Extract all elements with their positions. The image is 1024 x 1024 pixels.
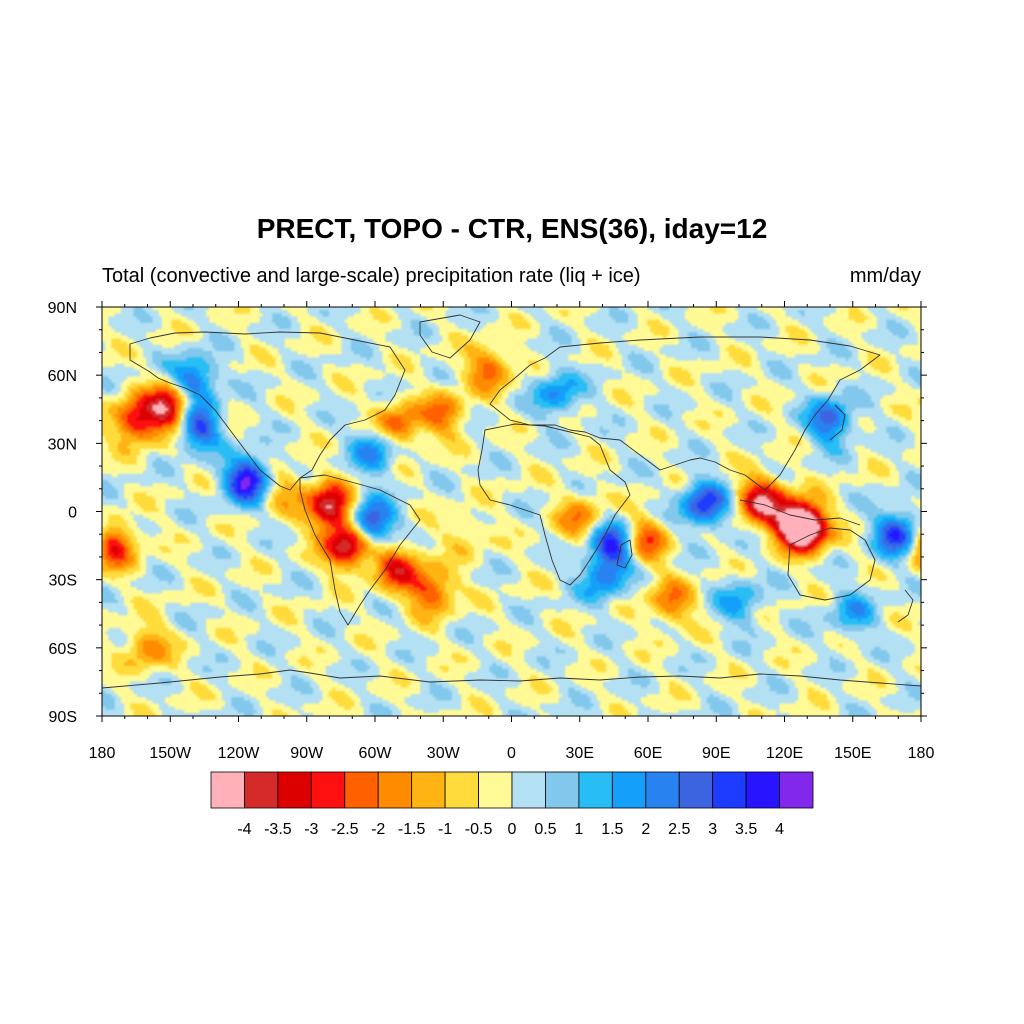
lat-tick-label: 60S xyxy=(49,641,77,658)
colorbar-tick-label: -3 xyxy=(304,821,318,838)
colorbar-swatch xyxy=(444,771,479,809)
colorbar xyxy=(210,771,814,809)
lat-tick-label: 90N xyxy=(48,300,77,317)
colorbar-swatch xyxy=(712,771,747,809)
coastline-africa xyxy=(477,423,631,586)
lat-tick-label: 90S xyxy=(49,709,77,726)
lon-tick-label: 60W xyxy=(359,745,393,762)
lat-tick-label: 60N xyxy=(48,368,77,385)
colorbar-swatch xyxy=(779,771,814,809)
coastline-south-america xyxy=(299,474,421,626)
colorbar-swatch xyxy=(210,771,245,809)
coastlines xyxy=(102,314,921,689)
coastline-new-zealand xyxy=(897,589,914,623)
chart-subtitle-left: Total (convective and large-scale) preci… xyxy=(102,265,641,287)
colorbar-swatch xyxy=(244,771,279,809)
coastline-maritime-continent xyxy=(739,499,861,526)
lon-tick-label: 30W xyxy=(427,745,461,762)
map-plot-area xyxy=(102,307,921,716)
coastline-japan xyxy=(829,404,846,441)
colorbar-swatch xyxy=(545,771,580,809)
colorbar-tick-label: 2.5 xyxy=(668,821,690,838)
colorbar-swatch xyxy=(344,771,379,809)
chart-units-label: mm/day xyxy=(850,265,921,287)
colorbar-swatch xyxy=(310,771,346,809)
lon-tick-label: 0 xyxy=(507,745,516,762)
colorbar-tick-label: -0.5 xyxy=(465,821,493,838)
colorbar-swatch xyxy=(578,771,613,809)
lon-tick-label: 120E xyxy=(766,745,803,762)
colorbar-tick-label: -2 xyxy=(371,821,385,838)
lat-tick-label: 0 xyxy=(68,505,77,522)
colorbar-tick-label: -2.5 xyxy=(331,821,359,838)
colorbar-tick-label: 1.5 xyxy=(601,821,623,838)
colorbar-swatch xyxy=(611,771,647,809)
coastline-eurasia xyxy=(489,336,881,491)
colorbar-swatch xyxy=(678,771,714,809)
lon-tick-label: 90E xyxy=(702,745,730,762)
colorbar-swatch xyxy=(478,771,513,809)
map-axis-ticks xyxy=(96,301,927,722)
coastline-north-america xyxy=(129,331,406,491)
colorbar-tick-label: 3.5 xyxy=(735,821,757,838)
colorbar-swatch xyxy=(377,771,413,809)
lon-tick-label: 180 xyxy=(908,745,935,762)
coastline-australia xyxy=(787,527,876,601)
colorbar-swatch xyxy=(745,771,780,809)
colorbar-tick-label: 0.5 xyxy=(534,821,556,838)
lon-tick-label: 60E xyxy=(634,745,662,762)
chart-title: PRECT, TOPO - CTR, ENS(36), iday=12 xyxy=(257,213,768,244)
colorbar-tick-label: 2 xyxy=(641,821,650,838)
lat-tick-label: 30N xyxy=(48,436,77,453)
coastline-greenland xyxy=(419,314,481,359)
coastline-antarctica xyxy=(102,669,921,689)
colorbar-tick-label: 3 xyxy=(708,821,717,838)
lon-tick-label: 90W xyxy=(290,745,324,762)
lat-tick-label: 30S xyxy=(49,573,77,590)
precipitation-field xyxy=(102,307,921,716)
colorbar-tick-label: -3.5 xyxy=(264,821,292,838)
coastline-madagascar xyxy=(616,539,633,569)
colorbar-tick-label: -4 xyxy=(237,821,251,838)
colorbar-swatch xyxy=(411,771,446,809)
colorbar-swatch xyxy=(277,771,312,809)
lon-tick-label: 150E xyxy=(834,745,871,762)
lon-tick-label: 180 xyxy=(89,745,116,762)
colorbar-swatch xyxy=(511,771,546,809)
lon-tick-label: 30E xyxy=(566,745,594,762)
colorbar-tick-label: -1 xyxy=(438,821,452,838)
colorbar-tick-label: -1.5 xyxy=(398,821,426,838)
colorbar-tick-label: 0 xyxy=(508,821,517,838)
lon-tick-label: 120W xyxy=(218,745,261,762)
colorbar-labels: -4 -3.5 -3 -2.5 -2 -1.5 -1 -0.5 0 0.5 1 1.5 2 2.5 3 3.5… xyxy=(237,821,784,838)
map-axis-labels: 180 150W 120W 90W 60W 30W 0 30E 60E 90E 120E 150E 18… xyxy=(48,300,935,762)
colorbar-tick-label: 4 xyxy=(775,821,784,838)
colorbar-tick-label: 1 xyxy=(574,821,583,838)
lon-tick-label: 150W xyxy=(149,745,192,762)
colorbar-swatch xyxy=(645,771,680,809)
